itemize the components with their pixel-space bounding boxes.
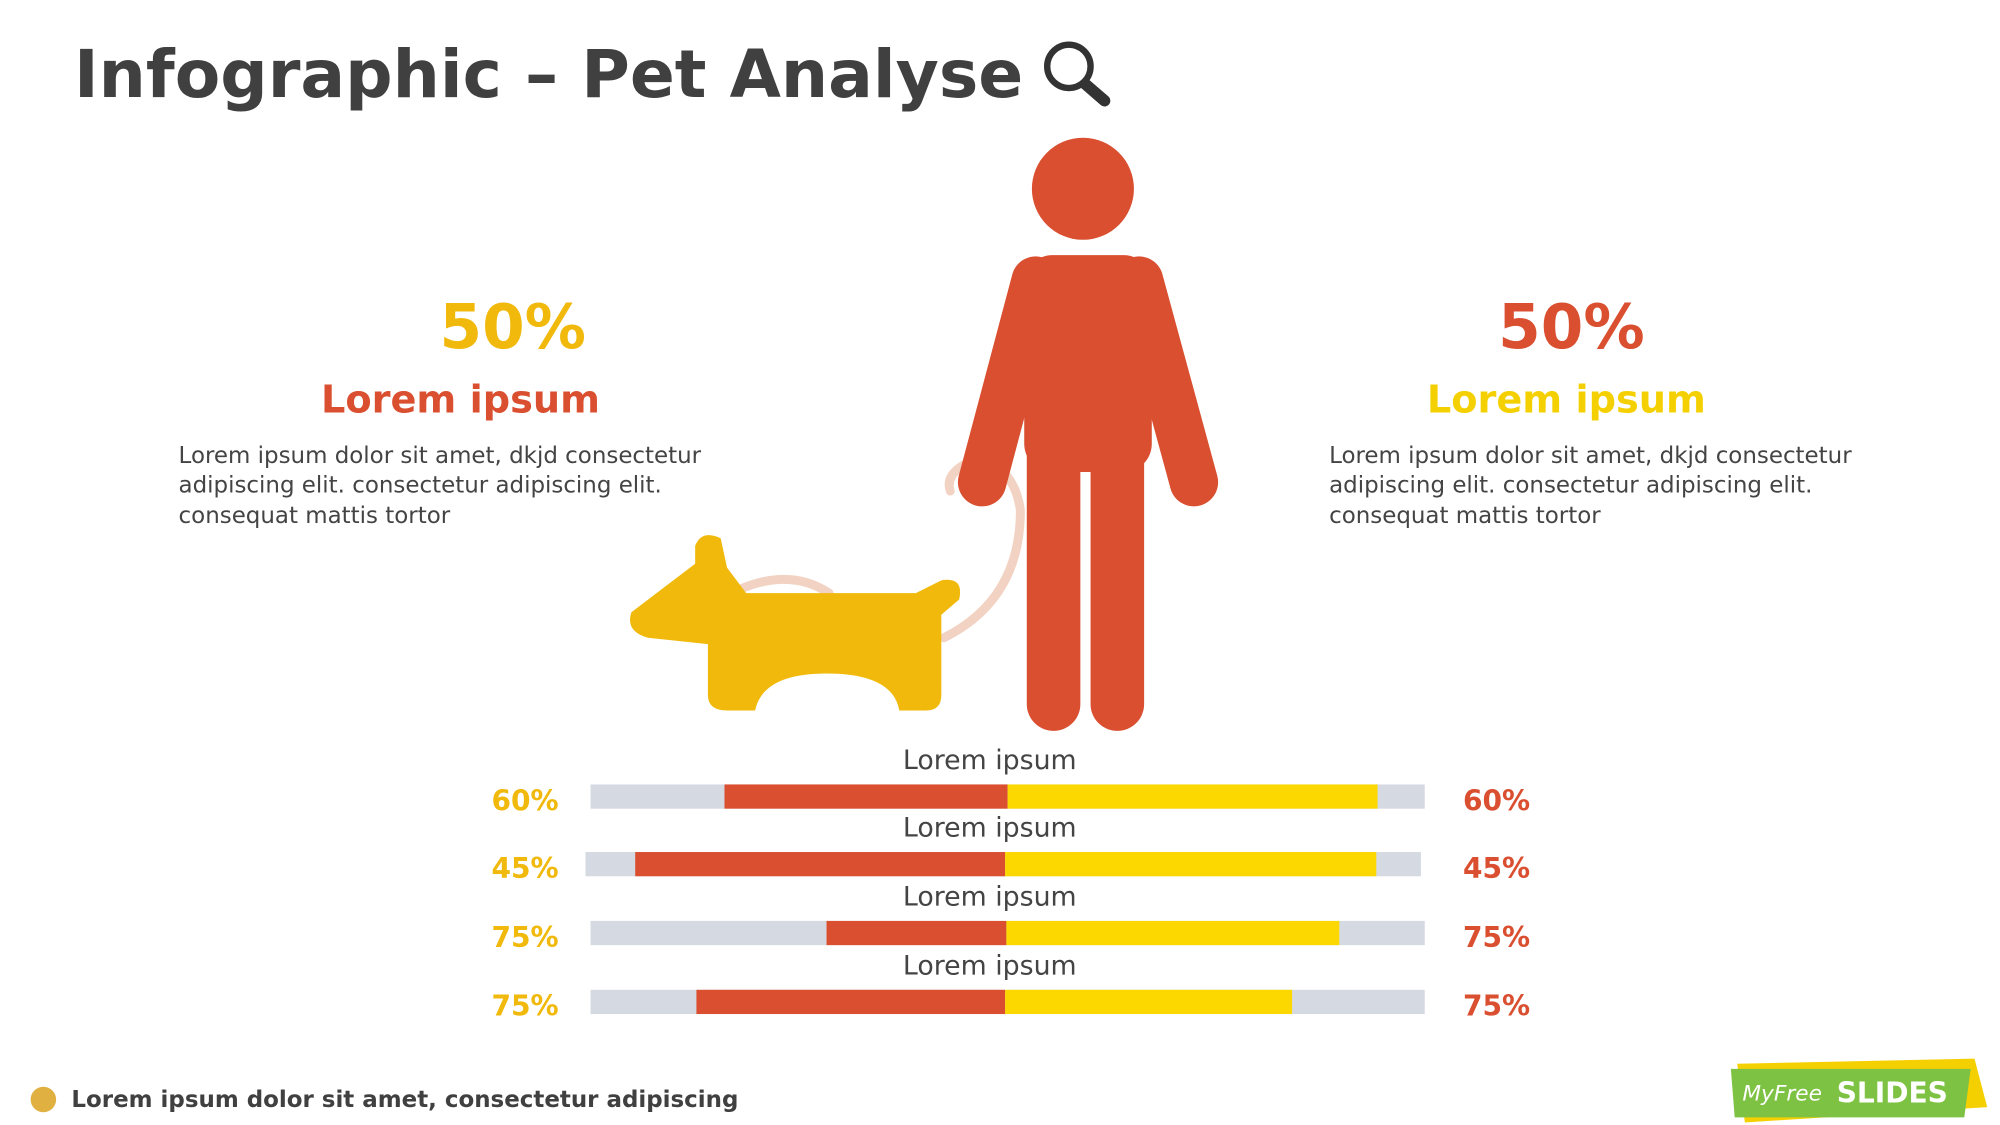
right-body: Lorem ipsum dolor sit amet, dkjd consect… xyxy=(1329,443,1852,469)
bar-label: Lorem ipsum xyxy=(903,813,1077,844)
bar-row xyxy=(585,852,1421,877)
left-percent: 75% xyxy=(492,990,559,1023)
bar-label: Lorem ipsum xyxy=(903,950,1077,981)
left-percent: 60% xyxy=(492,784,559,817)
left-body: adipiscing elit. consectetur adipiscing … xyxy=(179,472,662,498)
left-percent: 50% xyxy=(439,292,586,363)
right-percent: 75% xyxy=(1463,921,1530,954)
footer-note: Lorem ipsum dolor sit amet, consectetur … xyxy=(71,1087,738,1113)
search-icon xyxy=(1044,41,1111,107)
right-percent: 60% xyxy=(1463,784,1530,817)
person-icon xyxy=(957,137,1219,731)
leash xyxy=(735,454,1025,643)
right-percent: 45% xyxy=(1463,852,1530,885)
logo: MyFree SLIDES xyxy=(1730,1058,1988,1123)
right-body: consequat mattis tortor xyxy=(1329,503,1601,529)
bar-row xyxy=(590,989,1425,1015)
right-percent: 50% xyxy=(1498,292,1645,363)
title: Infographic – Pet Analyse xyxy=(74,35,1023,113)
bar-label: Lorem ipsum xyxy=(903,745,1077,776)
right-body: adipiscing elit. consectetur adipiscing … xyxy=(1329,472,1812,498)
bar-labels: Lorem ipsum 60% 60% Lorem ipsum 45% 45% Lorem … xyxy=(492,745,1531,1023)
right-percent: 75% xyxy=(1463,990,1530,1023)
dog-icon xyxy=(629,535,961,711)
logo-text: SLIDES xyxy=(1837,1076,1948,1109)
bar-row xyxy=(590,920,1425,946)
bar-label: Lorem ipsum xyxy=(903,881,1077,912)
bullet xyxy=(30,1086,57,1113)
left-heading: Lorem ipsum xyxy=(321,377,600,422)
left-body: Lorem ipsum dolor sit amet, dkjd consect… xyxy=(179,443,702,469)
left-percent: 75% xyxy=(492,921,559,954)
bar-row xyxy=(590,784,1425,809)
left-percent: 45% xyxy=(492,852,559,885)
left-body: consequat mattis tortor xyxy=(179,503,451,529)
logo-text: MyFree xyxy=(1742,1081,1822,1106)
right-heading: Lorem ipsum xyxy=(1427,377,1706,422)
